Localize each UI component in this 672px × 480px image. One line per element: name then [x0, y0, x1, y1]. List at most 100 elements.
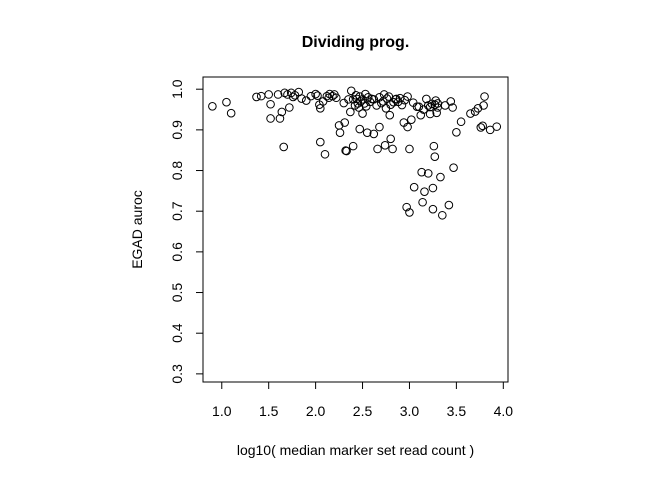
x-tick-label: 1.5 — [259, 403, 279, 419]
data-point — [222, 97, 231, 107]
data-point — [386, 134, 395, 144]
data-point — [432, 108, 441, 118]
data-point — [420, 187, 429, 196]
data-point — [331, 93, 341, 103]
data-point — [478, 121, 487, 131]
data-point — [311, 89, 320, 99]
data-point — [456, 117, 466, 127]
data-points — [208, 86, 502, 220]
data-point — [328, 91, 337, 101]
data-point — [346, 86, 356, 96]
data-point — [306, 91, 316, 101]
data-point — [226, 108, 236, 118]
y-tick-label: 0.6 — [169, 242, 185, 262]
data-point — [423, 101, 433, 110]
data-point — [402, 202, 411, 212]
data-point — [476, 123, 486, 132]
x-tick-label: 1.0 — [212, 403, 232, 419]
data-point — [428, 183, 438, 193]
x-axis-label: log10( median marker set read count ) — [237, 442, 474, 458]
data-point — [355, 124, 365, 134]
data-point — [320, 149, 330, 159]
data-point — [428, 204, 438, 214]
data-point — [316, 137, 325, 147]
data-point — [273, 90, 283, 99]
data-point — [480, 92, 489, 101]
data-point — [385, 110, 395, 120]
data-point — [397, 100, 407, 110]
data-point — [444, 200, 454, 210]
data-point — [252, 92, 261, 102]
data-point — [342, 146, 351, 156]
data-point — [297, 94, 306, 103]
data-point — [335, 128, 345, 138]
y-axis-label: EGAD auroc — [129, 190, 145, 269]
data-point — [452, 128, 461, 137]
data-point — [405, 144, 414, 154]
data-point — [358, 95, 367, 104]
data-point — [407, 115, 416, 124]
data-point — [446, 97, 456, 106]
data-point — [438, 210, 447, 220]
data-point — [344, 95, 353, 104]
data-point — [325, 89, 334, 99]
data-point — [377, 98, 386, 108]
data-point — [423, 169, 433, 178]
data-point — [264, 90, 273, 99]
data-point — [409, 182, 419, 192]
data-point — [422, 94, 431, 104]
data-point — [430, 152, 440, 162]
data-point — [266, 99, 275, 109]
data-point — [355, 92, 365, 101]
data-point — [403, 122, 412, 132]
data-point — [288, 92, 298, 102]
y-tick-label: 0.5 — [169, 283, 185, 303]
y-axis: 0.3 0.4 0.5 0.6 0.7 0.8 0.9 1.0 — [169, 79, 203, 384]
data-point — [492, 122, 502, 131]
x-tick-label: 2.0 — [306, 403, 326, 419]
data-point — [372, 101, 381, 110]
data-point — [369, 129, 379, 139]
y-tick-label: 0.7 — [169, 201, 185, 221]
data-point — [363, 93, 373, 102]
x-tick-label: 2.5 — [353, 403, 373, 419]
x-tick-label: 3.5 — [447, 403, 467, 419]
data-point — [417, 167, 426, 177]
data-point — [473, 104, 483, 113]
y-tick-label: 0.4 — [169, 323, 185, 343]
data-point — [392, 94, 401, 104]
y-tick-label: 0.9 — [169, 120, 185, 140]
data-point — [405, 208, 414, 217]
data-point — [358, 109, 367, 118]
data-point — [418, 197, 427, 207]
data-point — [362, 128, 372, 138]
data-point — [380, 141, 390, 150]
data-point — [403, 92, 412, 101]
data-point — [386, 100, 395, 109]
y-tick-label: 0.8 — [169, 161, 185, 181]
data-point — [449, 163, 458, 172]
data-point — [429, 141, 439, 151]
data-point — [388, 144, 397, 154]
data-point — [466, 109, 475, 118]
data-point — [277, 107, 287, 117]
y-tick-label: 0.3 — [169, 364, 185, 384]
data-point — [414, 102, 424, 111]
data-point — [373, 144, 382, 154]
data-point — [479, 101, 488, 110]
x-axis: 1.0 1.5 2.0 2.5 3.0 3.5 4.0 — [212, 382, 513, 419]
data-point — [313, 91, 322, 101]
data-point — [256, 91, 266, 101]
data-point — [382, 94, 392, 103]
data-point — [301, 96, 311, 105]
data-point — [360, 99, 369, 108]
y-tick-label: 1.0 — [169, 79, 185, 99]
data-point — [348, 141, 358, 151]
data-point — [425, 109, 435, 119]
x-tick-label: 4.0 — [494, 403, 514, 419]
data-point — [470, 107, 480, 116]
data-point — [436, 172, 445, 182]
data-point — [340, 118, 350, 127]
data-point — [279, 142, 289, 152]
